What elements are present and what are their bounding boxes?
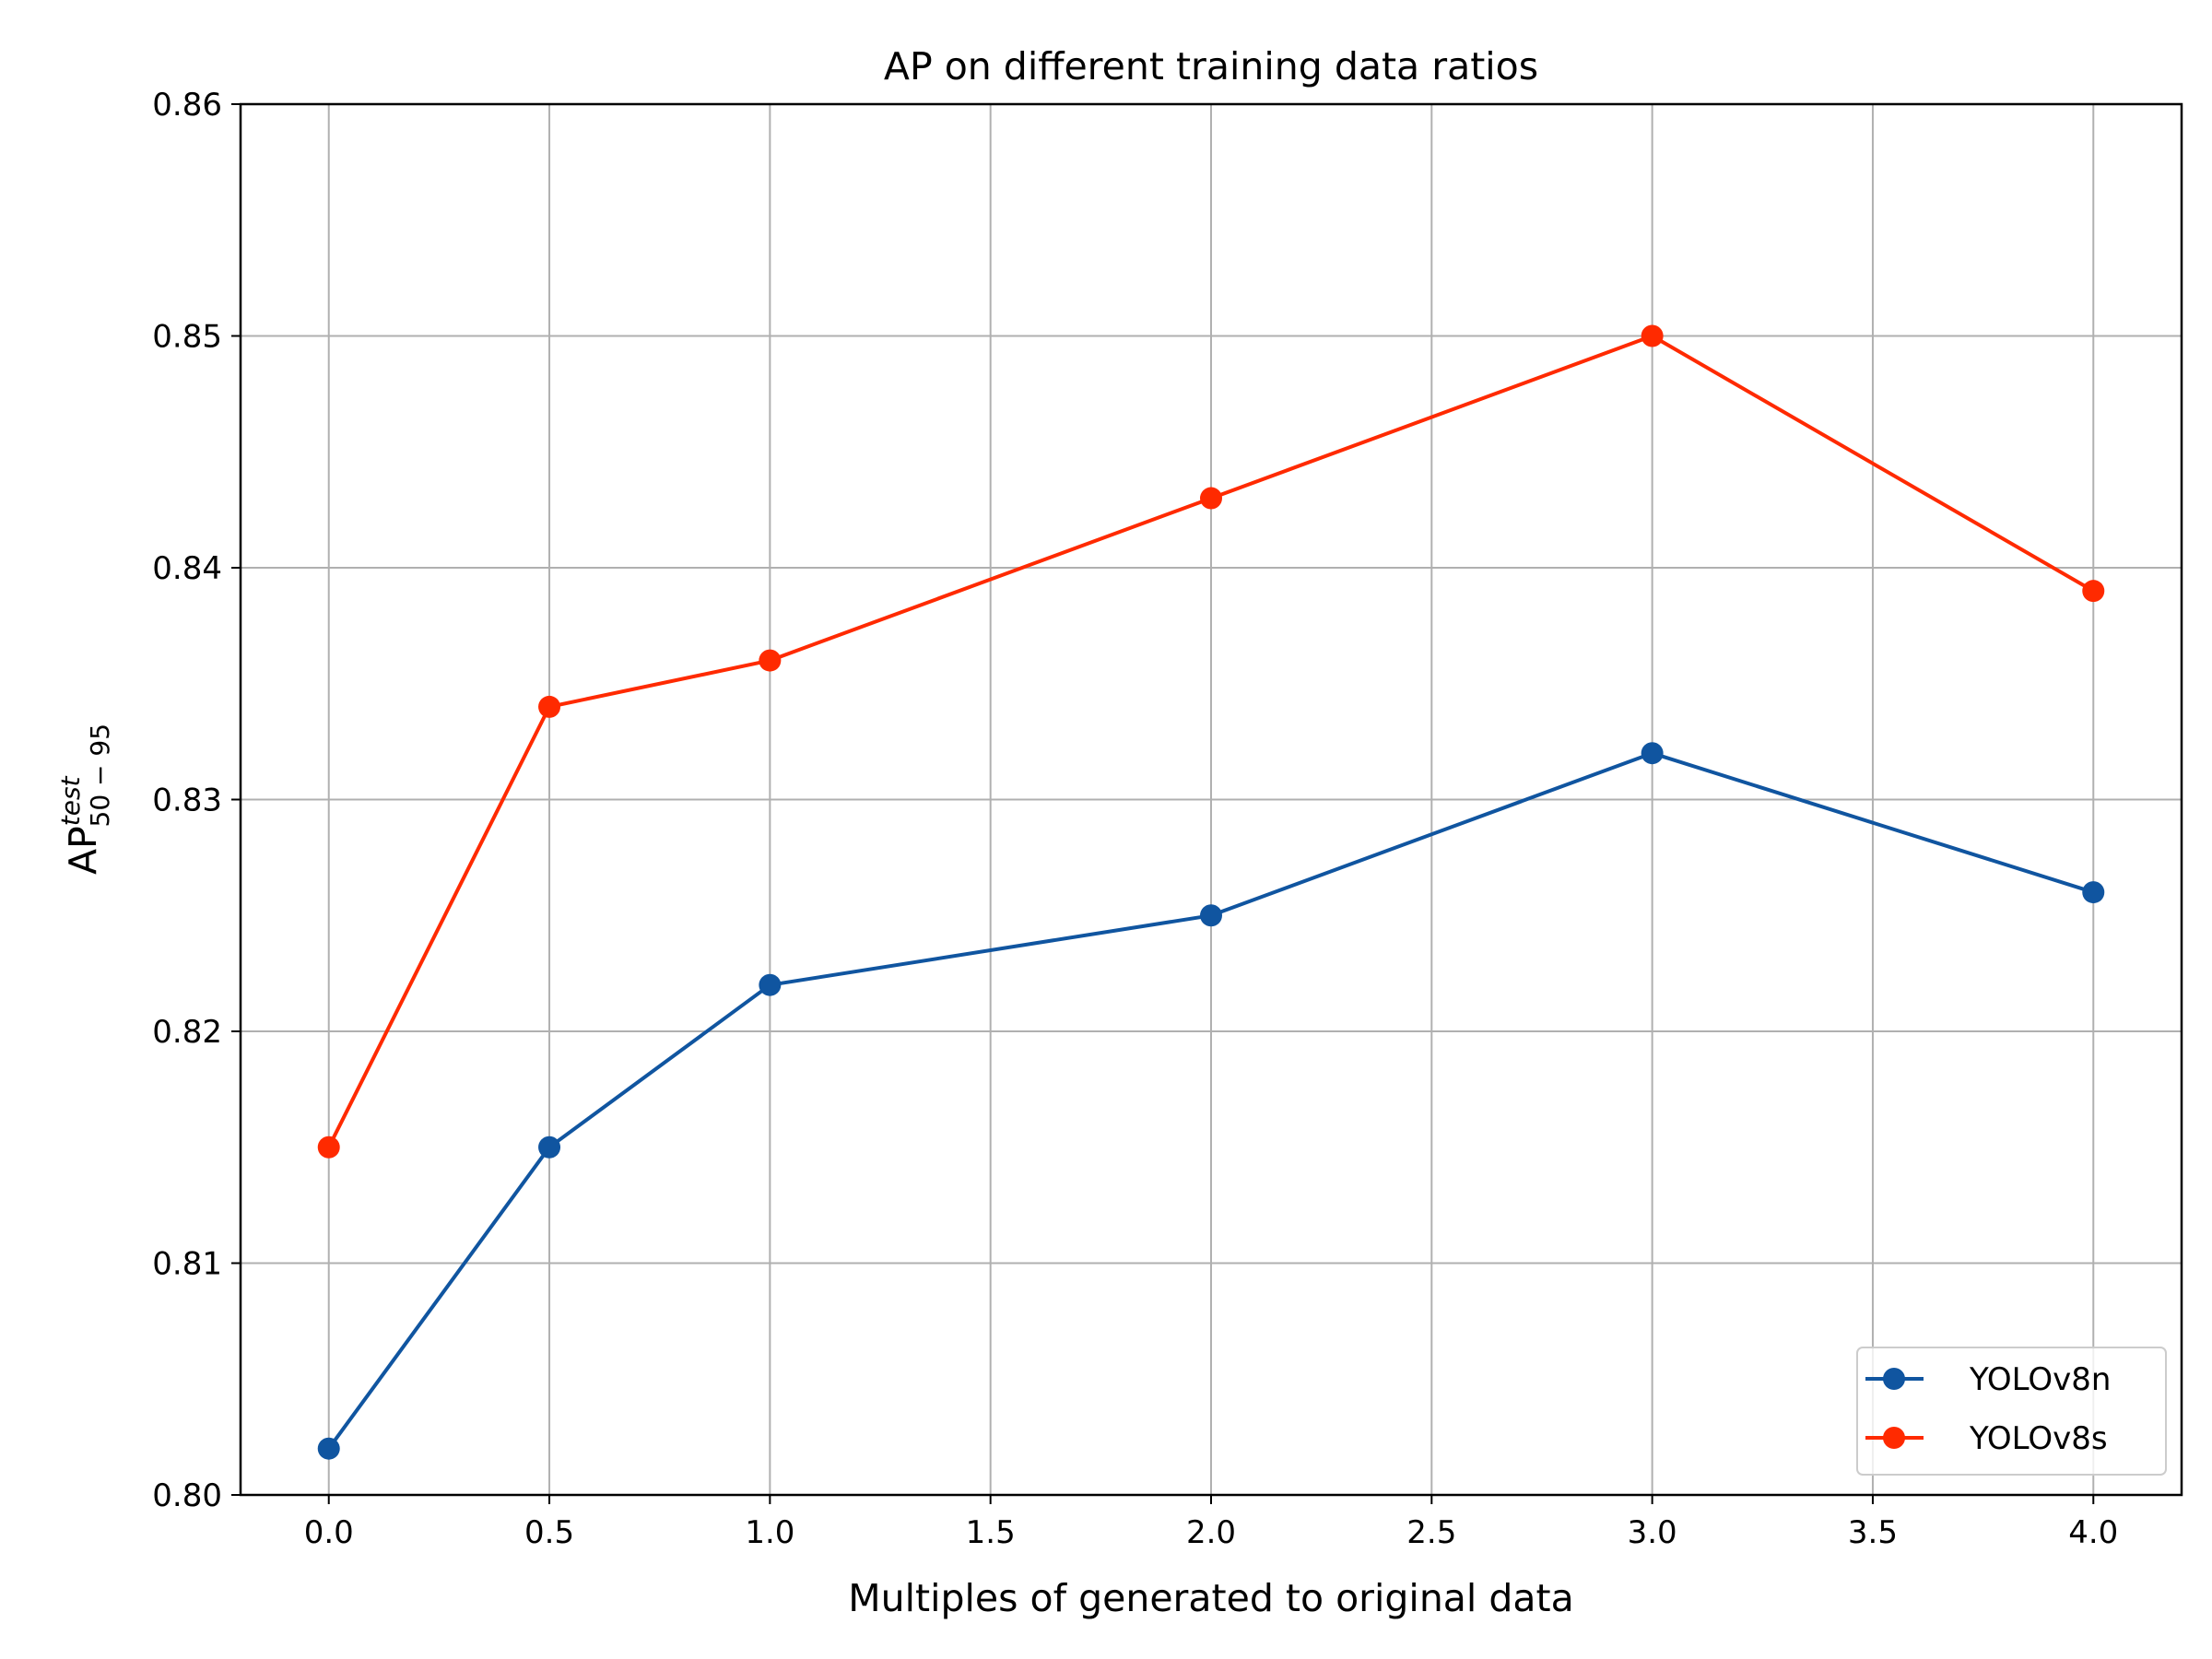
series-line-yolov8n — [325, 751, 2096, 1452]
x-tick-label: 1.5 — [966, 1514, 1016, 1551]
x-tick-label: 4.0 — [2068, 1514, 2118, 1551]
chart-title: AP on different training data ratios — [884, 44, 1538, 88]
data-point-yolov8n — [317, 1437, 340, 1460]
data-point-yolov8s — [317, 1135, 340, 1159]
y-axis-label-base: AP — [61, 826, 105, 875]
x-tick-label: 0.0 — [304, 1514, 354, 1551]
y-tick-label: 0.84 — [152, 550, 222, 587]
x-axis-label: Multiples of generated to original data — [848, 1576, 1573, 1620]
x-tick-label: 1.0 — [745, 1514, 794, 1551]
data-point-yolov8n — [1200, 904, 1222, 927]
legend-label: YOLOv8s — [1969, 1420, 2108, 1457]
x-axis: 0.0 0.5 1.0 1.5 2.0 2.5 3.0 3.5 4.0 — [304, 1495, 2118, 1551]
data-point-yolov8n — [538, 1135, 561, 1159]
x-tick-label: 3.5 — [1848, 1514, 1898, 1551]
legend-marker — [1883, 1427, 1905, 1449]
legend-items: YOLOv8n YOLOv8s — [1865, 1361, 2111, 1457]
legend: YOLOv8n YOLOv8s — [1856, 1347, 2167, 1476]
data-point-yolov8s — [538, 695, 561, 718]
data-point-yolov8n — [759, 973, 782, 996]
svg-text:APtest50 − 95: APtest50 − 95 — [55, 724, 115, 875]
data-point-yolov8s — [2082, 580, 2105, 603]
x-tick-label: 2.5 — [1406, 1514, 1456, 1551]
legend-item-yolov8s: YOLOv8s — [1865, 1420, 2108, 1457]
data-point-yolov8s — [1200, 487, 1222, 510]
y-tick-label: 0.80 — [152, 1477, 222, 1514]
legend-label: YOLOv8n — [1969, 1361, 2111, 1398]
data-point-yolov8s — [1641, 324, 1664, 347]
x-tick-label: 3.0 — [1628, 1514, 1677, 1551]
y-axis-label-subscript: 50 − 95 — [85, 724, 115, 828]
y-axis-label: APtest50 − 95 — [55, 724, 115, 875]
y-tick-label: 0.86 — [152, 87, 222, 124]
x-tick-label: 0.5 — [524, 1514, 574, 1551]
data-point-yolov8s — [759, 649, 782, 672]
x-tick-label: 2.0 — [1186, 1514, 1236, 1551]
legend-item-yolov8n: YOLOv8n — [1865, 1361, 2111, 1398]
data-point-yolov8n — [1641, 742, 1664, 765]
legend-marker — [1883, 1368, 1905, 1390]
series-layer — [317, 324, 2105, 1460]
plot-area — [239, 102, 2183, 1497]
y-axis-label-superscript: test — [55, 775, 86, 826]
y-tick-label: 0.81 — [152, 1246, 222, 1283]
y-tick-label: 0.83 — [152, 782, 222, 819]
data-point-yolov8n — [2082, 881, 2105, 904]
legend-box — [1856, 1347, 2167, 1476]
series-line-yolov8s — [326, 334, 2097, 1150]
y-tick-label: 0.82 — [152, 1014, 222, 1051]
series-yolov8s — [317, 324, 2105, 1159]
series-yolov8n — [317, 742, 2105, 1460]
y-axis: 0.80 0.81 0.82 0.83 0.84 0.85 0.86 — [152, 87, 241, 1514]
y-tick-label: 0.85 — [152, 319, 222, 356]
